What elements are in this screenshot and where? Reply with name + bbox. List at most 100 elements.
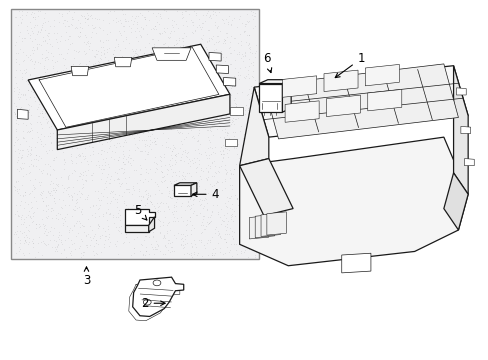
- Point: [156, 218, 163, 224]
- Point: [97, 152, 104, 157]
- Point: [222, 239, 229, 245]
- Point: [208, 202, 216, 208]
- Point: [191, 241, 199, 247]
- Point: [27, 112, 35, 117]
- Point: [20, 229, 28, 235]
- Point: [99, 64, 107, 70]
- Point: [117, 181, 125, 187]
- Point: [87, 29, 95, 35]
- Point: [135, 219, 143, 225]
- Point: [221, 185, 229, 190]
- Point: [69, 184, 77, 190]
- Point: [191, 50, 199, 56]
- Point: [62, 211, 70, 217]
- Point: [43, 75, 51, 80]
- Point: [148, 201, 156, 207]
- Point: [128, 207, 136, 213]
- Point: [107, 96, 115, 102]
- Point: [236, 214, 244, 220]
- Point: [137, 242, 145, 248]
- Point: [184, 149, 192, 154]
- Point: [202, 165, 210, 171]
- Point: [185, 157, 193, 162]
- Point: [36, 30, 43, 35]
- Point: [213, 211, 221, 217]
- Point: [245, 41, 253, 47]
- Point: [49, 105, 57, 111]
- Point: [66, 128, 74, 134]
- Point: [48, 57, 56, 63]
- Point: [248, 73, 256, 79]
- Point: [38, 27, 45, 33]
- Point: [179, 38, 186, 44]
- Point: [121, 114, 129, 120]
- Point: [215, 230, 223, 236]
- Point: [191, 28, 199, 33]
- Point: [49, 207, 57, 213]
- Point: [75, 245, 83, 251]
- Point: [197, 151, 204, 157]
- Point: [133, 224, 141, 229]
- Point: [76, 153, 83, 159]
- Point: [143, 151, 151, 157]
- Point: [32, 221, 40, 226]
- Polygon shape: [239, 137, 467, 266]
- Point: [243, 107, 251, 112]
- Point: [69, 16, 77, 22]
- Point: [78, 176, 85, 182]
- Point: [41, 28, 49, 33]
- Point: [175, 193, 183, 198]
- Point: [80, 172, 87, 178]
- Point: [165, 237, 173, 243]
- Point: [53, 30, 61, 36]
- Point: [13, 208, 20, 214]
- Point: [210, 98, 218, 104]
- Point: [179, 169, 186, 175]
- Point: [147, 139, 155, 144]
- Point: [52, 238, 60, 244]
- Point: [30, 184, 38, 190]
- Point: [47, 148, 55, 153]
- Point: [140, 90, 148, 96]
- Point: [195, 96, 203, 102]
- Point: [130, 15, 138, 21]
- Point: [98, 232, 106, 238]
- Point: [131, 147, 139, 153]
- Point: [251, 42, 259, 48]
- Point: [42, 204, 50, 210]
- Point: [19, 35, 26, 41]
- Point: [157, 154, 165, 159]
- Point: [21, 111, 29, 116]
- Point: [213, 106, 221, 112]
- Point: [248, 9, 256, 15]
- Point: [223, 146, 230, 152]
- Point: [157, 199, 164, 205]
- Point: [130, 216, 138, 222]
- Point: [79, 153, 86, 159]
- Point: [56, 89, 64, 95]
- Point: [194, 22, 202, 28]
- Point: [157, 190, 165, 196]
- Point: [38, 110, 46, 116]
- Point: [178, 172, 186, 178]
- Point: [30, 84, 38, 90]
- Point: [69, 122, 77, 128]
- Point: [234, 228, 242, 233]
- Point: [28, 86, 36, 92]
- Point: [237, 123, 244, 129]
- Point: [164, 44, 172, 49]
- Point: [83, 85, 91, 90]
- Point: [44, 109, 52, 115]
- Point: [238, 51, 245, 57]
- Point: [192, 104, 200, 109]
- Point: [134, 128, 142, 134]
- Point: [205, 139, 213, 145]
- Point: [171, 153, 179, 158]
- Point: [162, 53, 169, 59]
- Point: [100, 166, 108, 172]
- Point: [131, 50, 139, 55]
- Point: [173, 196, 181, 202]
- Point: [212, 93, 220, 98]
- Point: [118, 63, 126, 68]
- Point: [242, 147, 249, 152]
